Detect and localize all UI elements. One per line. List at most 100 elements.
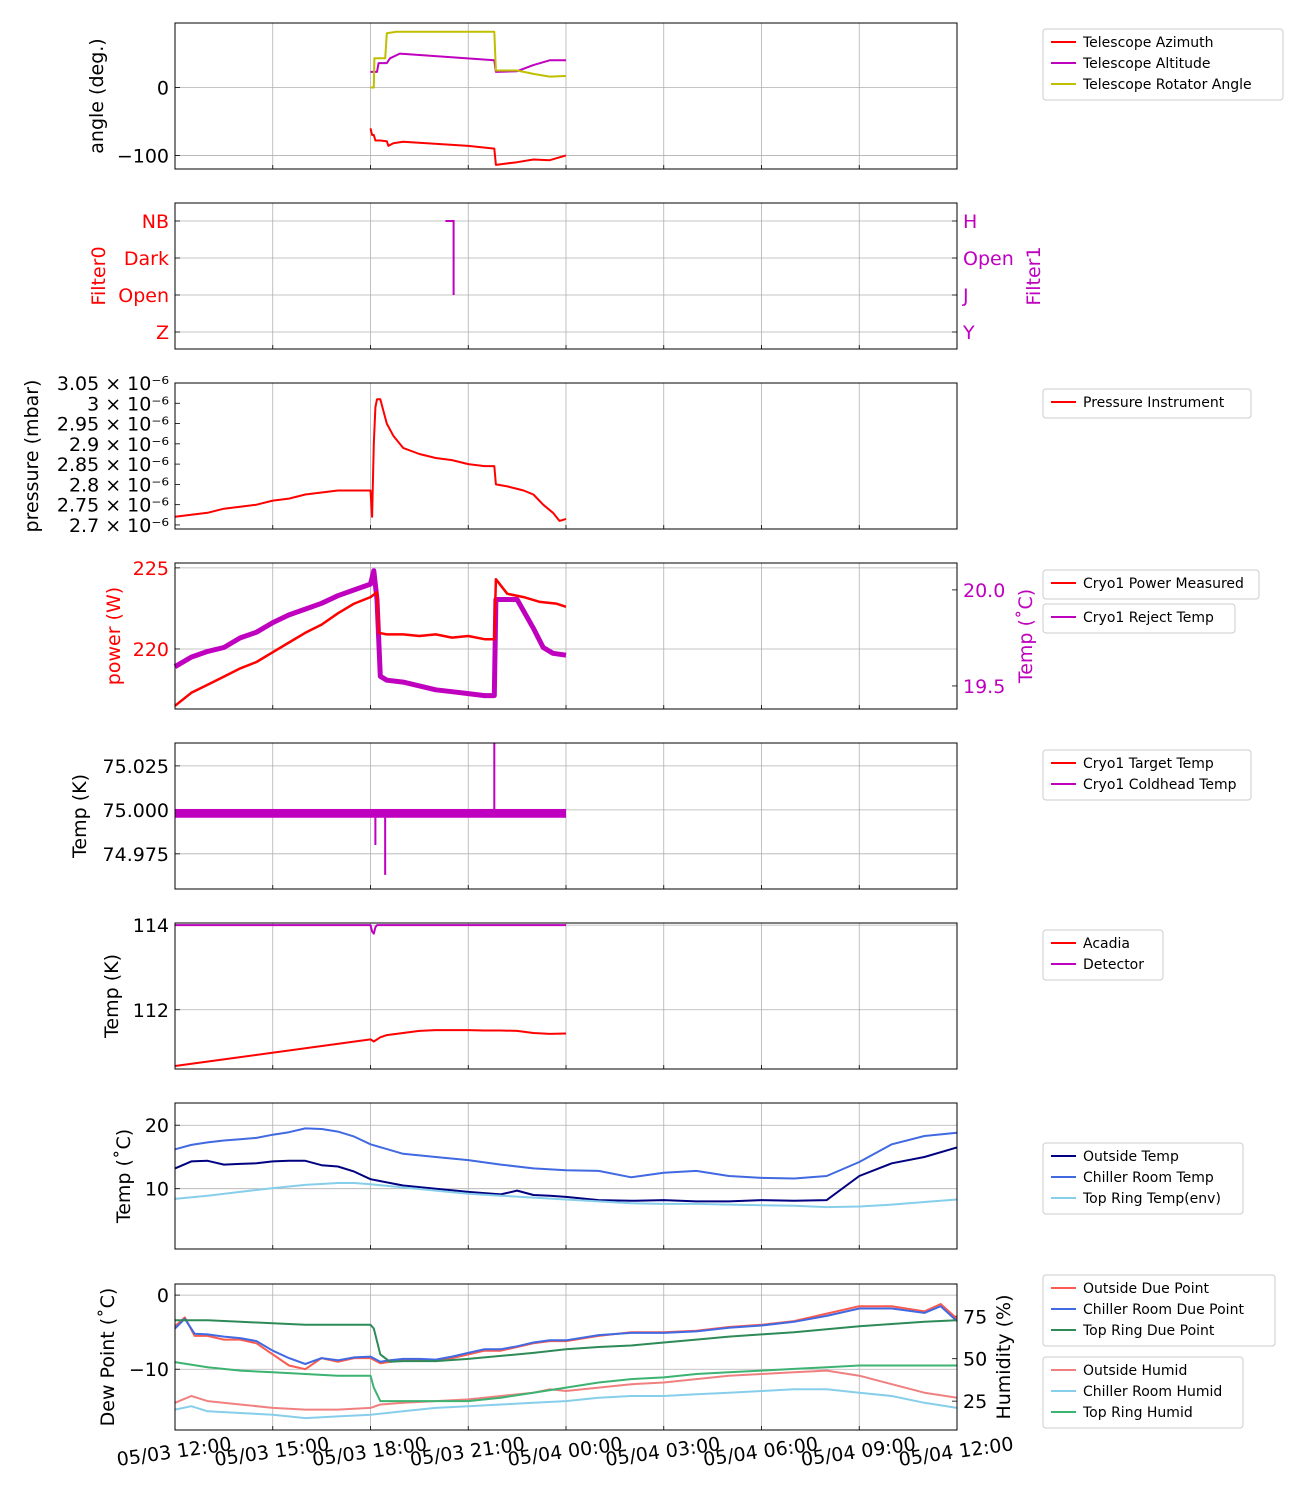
y-tick-label-right: 50: [963, 1349, 987, 1371]
plot-frame: [174, 22, 958, 170]
legend-cryo-temps: [1042, 749, 1252, 801]
y-tick-label-right: 19.5: [963, 676, 1005, 698]
y-axis-label: Dew Point (˚C): [97, 1288, 119, 1427]
legend-label: Top Ring Temp(env): [1082, 1191, 1221, 1207]
plot-frame: [174, 922, 958, 1070]
y-tick-label: 3.05 × 10⁻⁶: [57, 373, 169, 395]
legend-label: Pressure Instrument: [1083, 395, 1225, 411]
panel-dew-humidity: 0 −10 25 50 75 Dew Point (˚C) Humidity (%) Outs…: [97, 1274, 1276, 1431]
legend-label: Top Ring Due Point: [1082, 1323, 1215, 1339]
legend-telescope: [1042, 28, 1284, 101]
legend-label: Cryo1 Target Temp: [1083, 756, 1214, 772]
series-rotator: [370, 30, 567, 89]
panel-environment-temps: 10 20 Temp (˚C) Outside Temp Chiller Room Te…: [113, 1102, 1244, 1250]
series-altitude: [370, 52, 566, 73]
y-tick-label: NB: [142, 211, 169, 233]
y-tick-label: Dark: [124, 248, 169, 270]
y-tick-label-right: H: [963, 211, 977, 233]
y-tick-label: 112: [133, 1000, 169, 1022]
legend-label: Outside Due Point: [1083, 1281, 1210, 1297]
legend-label: Chiller Room Humid: [1083, 1384, 1222, 1400]
legend-label: Cryo1 Reject Temp: [1083, 610, 1214, 626]
y-tick-label-right: 20.0: [963, 580, 1005, 602]
y-tick-label: 2.9 × 10⁻⁶: [69, 434, 169, 456]
plot-frame: [174, 202, 958, 350]
y-tick-label-right: Open: [963, 248, 1014, 270]
y-tick-label: 2.75 × 10⁻⁶: [57, 495, 169, 517]
series-acadia: [174, 1029, 567, 1067]
y-tick-label: 225: [133, 558, 169, 580]
y-tick-label: 10: [145, 1179, 169, 1201]
y-tick-label: 75.025: [103, 756, 169, 778]
legend-pressure: [1042, 388, 1252, 419]
series-outside-temp: [174, 1146, 958, 1203]
plot-frame: [174, 1283, 958, 1431]
y-tick-label-right: 25: [963, 1391, 987, 1413]
x-tick-label: 05/04 12:00: [897, 1433, 1014, 1471]
y-tick-label-right: J: [962, 285, 969, 307]
y-axis-label: pressure (mbar): [21, 380, 43, 533]
legend-humidity: [1042, 1356, 1244, 1429]
legend-label: Top Ring Humid: [1082, 1405, 1193, 1421]
series-detector: [175, 924, 566, 935]
y-tick-label: 20: [145, 1115, 169, 1137]
y-tick-label: 2.85 × 10⁻⁶: [57, 454, 169, 476]
legend-label: Outside Humid: [1083, 1363, 1187, 1379]
y-axis-label: angle (deg.): [86, 38, 108, 153]
y-axis-label: Temp (K): [101, 954, 123, 1039]
y-axis-label: Temp (˚C): [113, 1129, 135, 1224]
legend-label: Cryo1 Coldhead Temp: [1083, 777, 1237, 793]
y-axis-label-right: Filter1: [1023, 246, 1045, 305]
y-tick-label: 220: [133, 639, 169, 661]
series-filter1: [445, 220, 455, 295]
y-tick-label: 2.8 × 10⁻⁶: [69, 474, 169, 496]
legend-label: Acadia: [1083, 936, 1130, 952]
legend-dew-point: [1042, 1274, 1276, 1347]
panel-telescope-angles: 0 −100 angle (deg.) Telescope Azimuth Telesc…: [86, 22, 1284, 170]
legend-label: Outside Temp: [1083, 1149, 1179, 1165]
legend-label: Cryo1 Power Measured: [1083, 576, 1244, 592]
series-chiller-room-dew-point: [174, 1305, 958, 1365]
legend-label: Detector: [1083, 957, 1144, 973]
panel-detector: 112 114 Temp (K) Acadia Detector: [101, 915, 1164, 1070]
y-axis-label-left: Filter0: [88, 246, 110, 305]
y-axis-label-right: Humidity (%): [993, 1294, 1015, 1419]
plot-frame: [174, 382, 958, 530]
series-chiller-room-temp: [174, 1127, 958, 1180]
series-reject-temp: [173, 568, 567, 699]
series-top-ring-humid: [174, 1361, 957, 1403]
y-tick-label: 75.000: [103, 800, 169, 822]
series-coldhead-band: [175, 808, 566, 818]
legend-cryo-reject: [1042, 603, 1236, 634]
series-azimuth: [369, 128, 567, 166]
y-tick-label: Z: [156, 322, 169, 344]
plot-frame: [174, 1102, 958, 1250]
legend-cryo-power: [1042, 569, 1260, 600]
y-axis-label: Temp (K): [69, 774, 91, 859]
y-tick-label: 2.7 × 10⁻⁶: [69, 515, 169, 537]
y-tick-label: −10: [129, 1359, 169, 1381]
legend-label: Chiller Room Temp: [1083, 1170, 1214, 1186]
y-tick-label: 3 × 10⁻⁶: [87, 393, 169, 415]
series-top-ring-temp: [174, 1182, 958, 1209]
panel-pressure: 2.7 × 10⁻⁶2.75 × 10⁻⁶2.8 × 10⁻⁶2.85 × 10…: [21, 373, 1252, 537]
y-tick-label: 74.975: [103, 844, 169, 866]
legend-label: Telescope Azimuth: [1082, 35, 1213, 51]
y-tick-label: 114: [133, 915, 169, 937]
series-top-ring-dew-point: [175, 1319, 958, 1363]
legend-label: Telescope Altitude: [1082, 56, 1211, 72]
y-tick-label: 0: [157, 1285, 169, 1307]
legend-environment-temps: [1042, 1142, 1244, 1215]
y-tick-label-right: Y: [962, 322, 975, 344]
y-axis-label-left: power (W): [103, 587, 125, 685]
y-tick-label: 0: [157, 78, 169, 100]
plot-frame: [174, 562, 958, 710]
y-tick-label-right: 75: [963, 1306, 987, 1328]
panel-coldhead: 74.975 75.000 75.025 Temp (K) Cryo1 Target T…: [69, 742, 1252, 890]
y-tick-label: −100: [117, 145, 169, 167]
panel-cryo-power: 220 225 19.5 20.0 power (W) Temp (˚C) Cryo1 Po…: [103, 558, 1260, 710]
series-chiller-room-humid: [174, 1388, 958, 1420]
